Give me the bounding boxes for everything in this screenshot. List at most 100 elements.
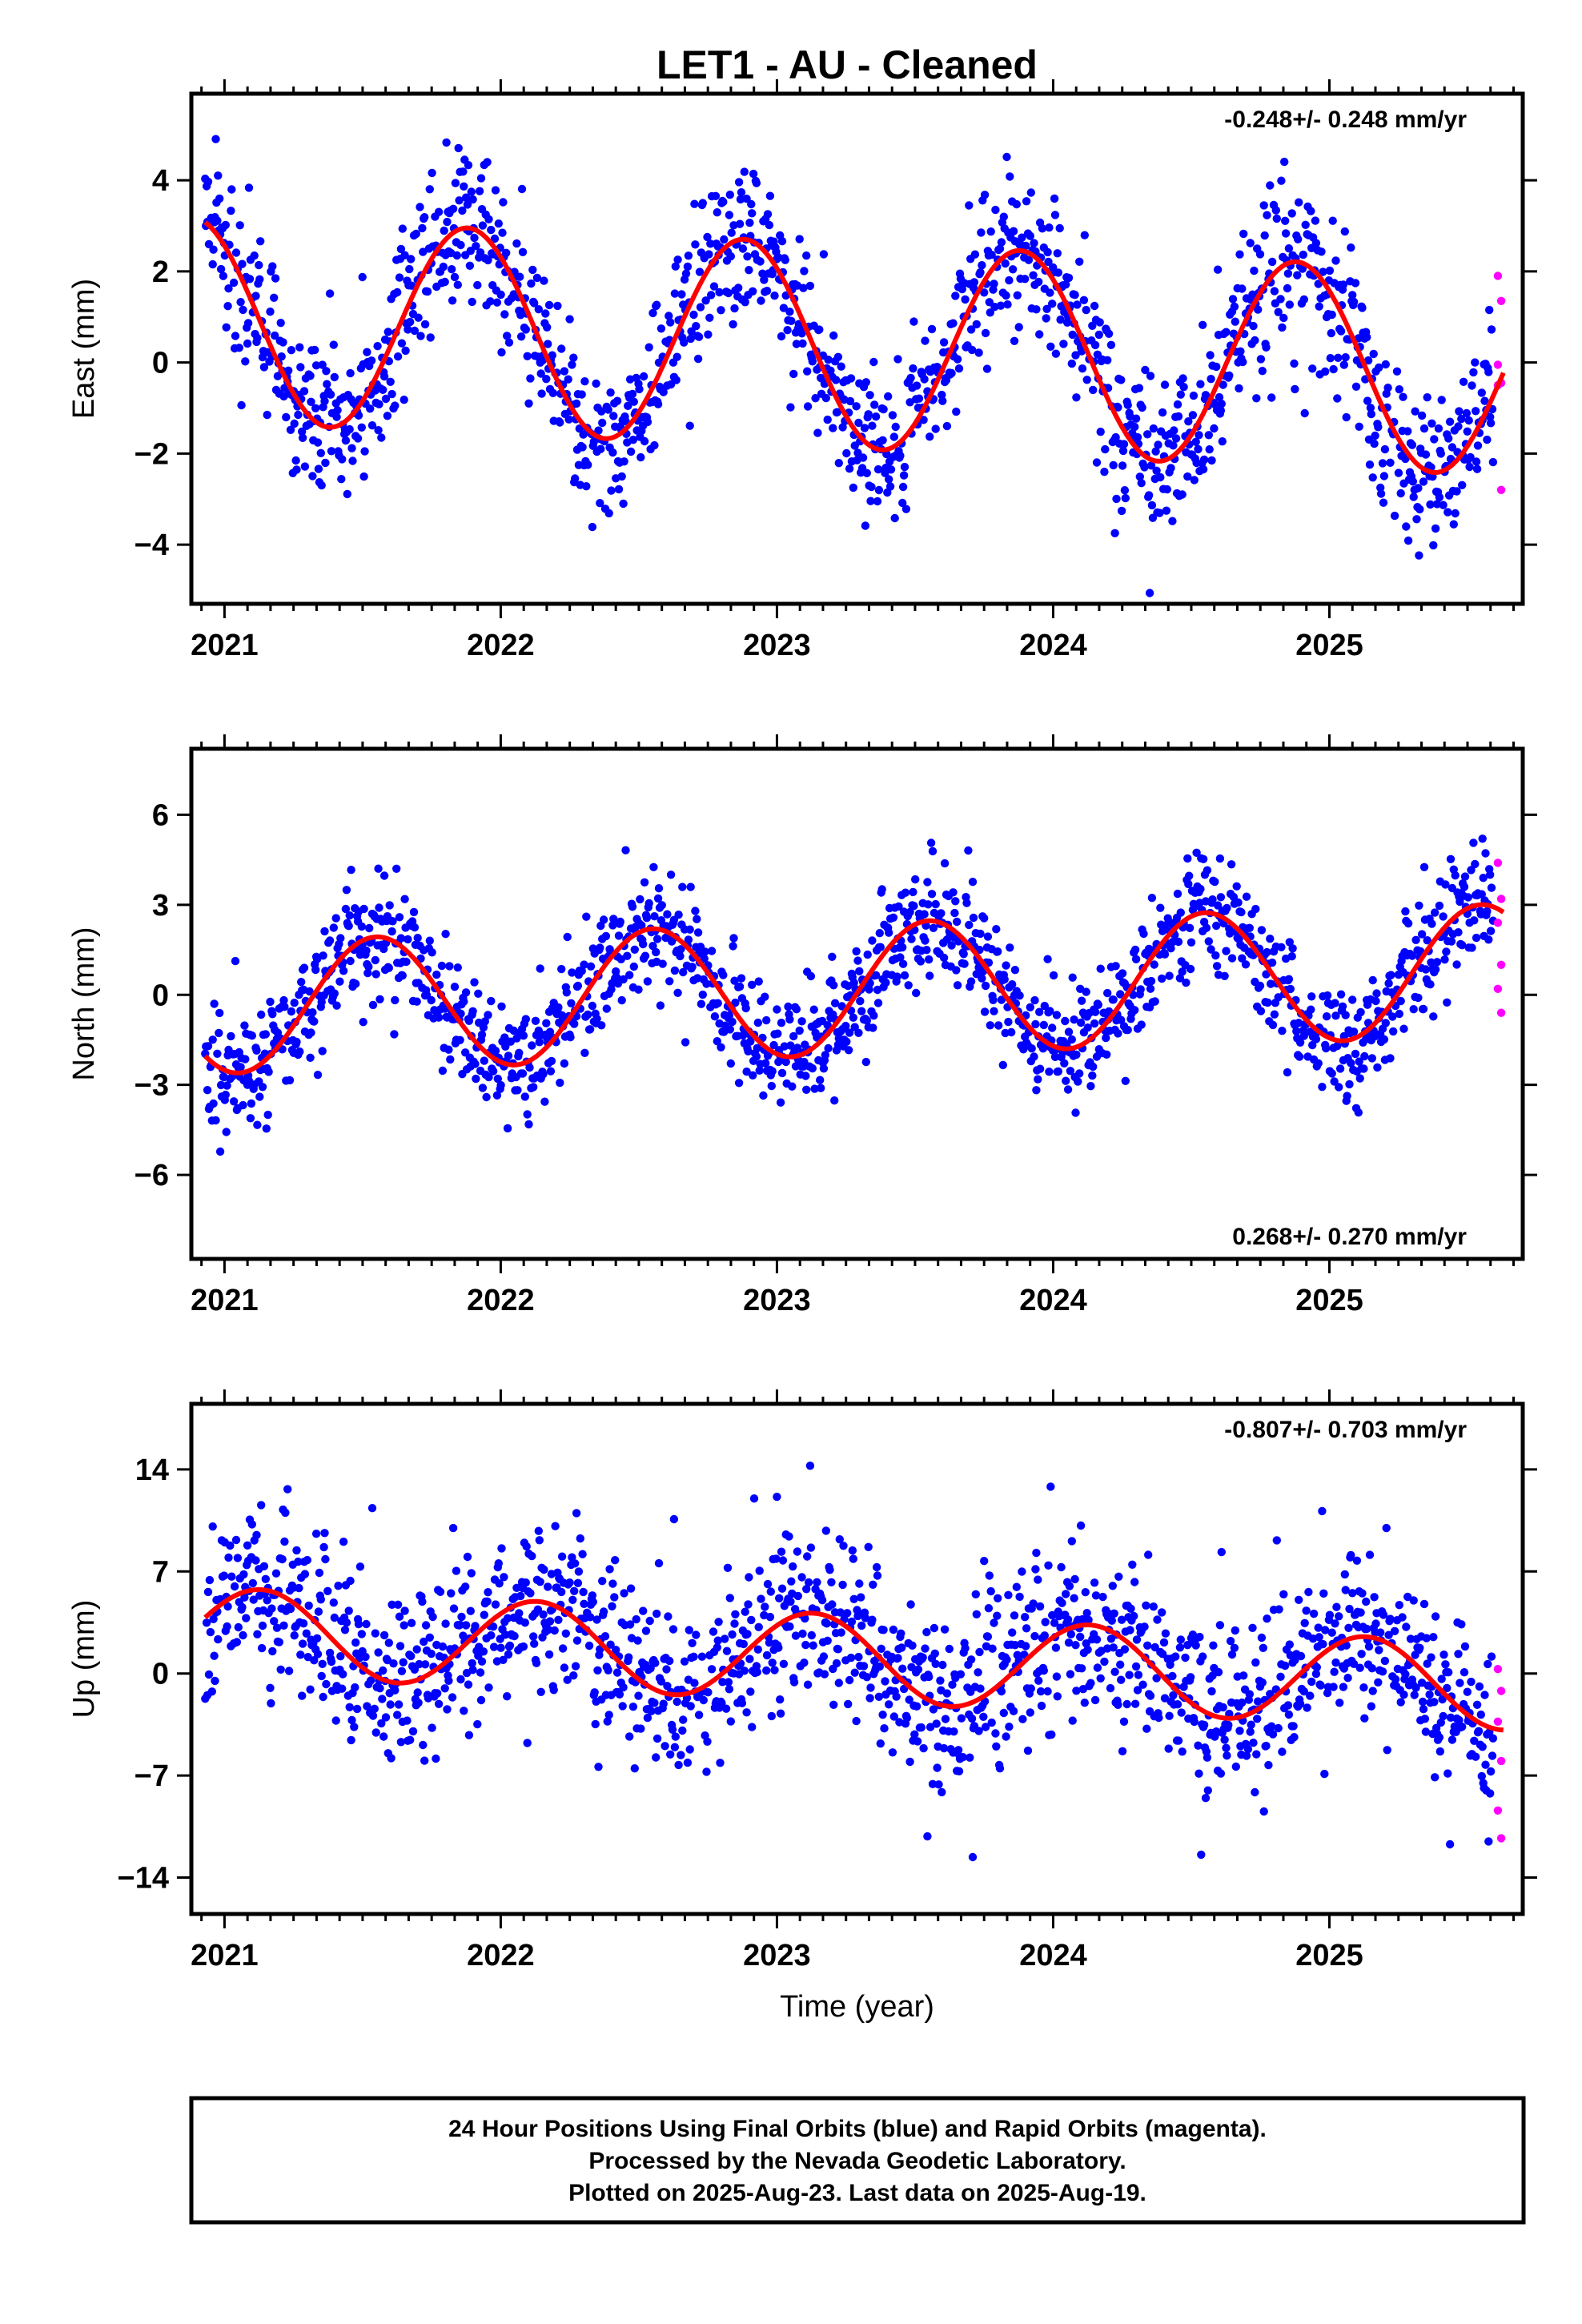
north-final-point bbox=[404, 935, 412, 944]
north-final-point bbox=[1176, 908, 1186, 917]
north-final-point bbox=[1068, 973, 1077, 982]
up-final-point bbox=[786, 1597, 795, 1606]
east-final-point bbox=[604, 405, 612, 414]
up-final-point bbox=[298, 1691, 307, 1700]
north-final-point bbox=[1010, 966, 1020, 975]
east-final-point bbox=[1026, 231, 1035, 240]
east-final-point bbox=[765, 191, 775, 200]
north-final-point bbox=[980, 914, 989, 923]
north-final-point bbox=[229, 1097, 239, 1106]
east-final-point bbox=[222, 323, 231, 332]
up-final-point bbox=[741, 1607, 749, 1616]
up-final-point bbox=[576, 1534, 584, 1543]
north-final-point bbox=[1006, 943, 1014, 952]
up-final-point bbox=[565, 1578, 574, 1587]
up-final-point bbox=[957, 1714, 966, 1723]
east-final-point bbox=[221, 220, 230, 230]
east-final-point bbox=[1472, 457, 1481, 466]
east-final-point bbox=[1018, 233, 1026, 242]
up-final-point bbox=[991, 1729, 1000, 1738]
east-final-point bbox=[1048, 300, 1057, 308]
north-final-point bbox=[728, 1017, 737, 1027]
east-final-point bbox=[953, 355, 962, 364]
up-final-point bbox=[526, 1589, 535, 1598]
up-final-point bbox=[203, 1587, 213, 1597]
east-final-point bbox=[1326, 354, 1335, 363]
north-final-point bbox=[487, 996, 496, 1006]
up-final-point bbox=[1343, 1674, 1352, 1683]
east-final-point bbox=[1014, 323, 1023, 332]
north-final-point bbox=[960, 959, 969, 968]
up-final-point bbox=[878, 1711, 887, 1719]
north-final-point bbox=[1183, 854, 1192, 863]
east-final-point bbox=[860, 424, 869, 432]
east-final-point bbox=[1472, 464, 1482, 473]
up-final-point bbox=[873, 1571, 882, 1580]
east-rapid-point bbox=[1496, 485, 1506, 494]
up-final-point bbox=[774, 1643, 783, 1652]
east-final-point bbox=[1367, 409, 1376, 419]
north-final-point bbox=[1062, 1076, 1070, 1085]
east-final-point bbox=[311, 404, 320, 412]
north-final-point bbox=[801, 1072, 810, 1080]
east-final-point bbox=[1256, 355, 1266, 364]
up-final-point bbox=[1439, 1711, 1447, 1721]
east-final-point bbox=[348, 456, 357, 465]
north-final-point bbox=[295, 1047, 304, 1056]
east-final-point bbox=[1021, 275, 1030, 283]
up-final-point bbox=[1034, 1676, 1043, 1685]
north-final-point bbox=[673, 988, 682, 998]
up-final-point bbox=[722, 1647, 732, 1655]
up-final-point bbox=[399, 1658, 408, 1667]
up-final-point bbox=[1295, 1595, 1303, 1605]
north-final-point bbox=[873, 999, 883, 1007]
east-final-point bbox=[885, 482, 895, 491]
east-final-point bbox=[307, 397, 315, 406]
north-final-point bbox=[729, 942, 737, 951]
up-final-point bbox=[939, 1743, 949, 1753]
up-final-point bbox=[1332, 1602, 1341, 1611]
up-final-point bbox=[460, 1707, 468, 1715]
up-final-point bbox=[855, 1579, 864, 1588]
north-final-point bbox=[387, 927, 396, 936]
north-final-point bbox=[1386, 1054, 1395, 1063]
north-final-point bbox=[371, 970, 380, 979]
east-final-point bbox=[1210, 424, 1219, 433]
east-final-point bbox=[1284, 244, 1294, 253]
north-final-point bbox=[1288, 944, 1297, 953]
east-final-point bbox=[229, 278, 239, 287]
north-final-point bbox=[849, 1013, 858, 1022]
east-final-point bbox=[227, 207, 235, 215]
north-final-point bbox=[253, 1120, 262, 1129]
east-final-point bbox=[537, 389, 546, 398]
north-final-point bbox=[617, 995, 626, 1005]
up-final-point bbox=[1342, 1641, 1351, 1650]
up-final-point bbox=[391, 1686, 400, 1695]
east-final-point bbox=[1270, 287, 1279, 296]
east-final-point bbox=[745, 219, 754, 227]
north-final-point bbox=[1046, 1007, 1054, 1015]
east-final-point bbox=[536, 369, 545, 378]
up-final-point bbox=[1406, 1634, 1415, 1643]
north-final-point bbox=[497, 1002, 506, 1011]
up-final-point bbox=[1217, 1547, 1227, 1557]
north-final-point bbox=[1004, 1017, 1013, 1027]
east-final-point bbox=[341, 436, 351, 445]
north-final-point bbox=[247, 1031, 256, 1040]
north-final-point bbox=[1460, 872, 1470, 881]
up-final-point bbox=[536, 1578, 544, 1586]
east-final-point bbox=[1145, 589, 1154, 597]
up-final-point bbox=[570, 1586, 579, 1596]
north-final-point bbox=[777, 1068, 787, 1078]
east-final-point bbox=[1146, 461, 1156, 470]
up-y-tick-label: 0 bbox=[152, 1658, 169, 1691]
north-final-point bbox=[1060, 1059, 1069, 1068]
up-final-point bbox=[1062, 1590, 1070, 1598]
north-final-point bbox=[1114, 1029, 1122, 1038]
east-final-point bbox=[1365, 460, 1375, 469]
north-rate-annotation: 0.268+/- 0.270 mm/yr bbox=[1232, 1224, 1467, 1250]
north-final-point bbox=[545, 1027, 555, 1036]
up-final-point bbox=[1399, 1691, 1408, 1699]
north-final-point bbox=[868, 936, 877, 945]
up-final-point bbox=[231, 1535, 241, 1545]
